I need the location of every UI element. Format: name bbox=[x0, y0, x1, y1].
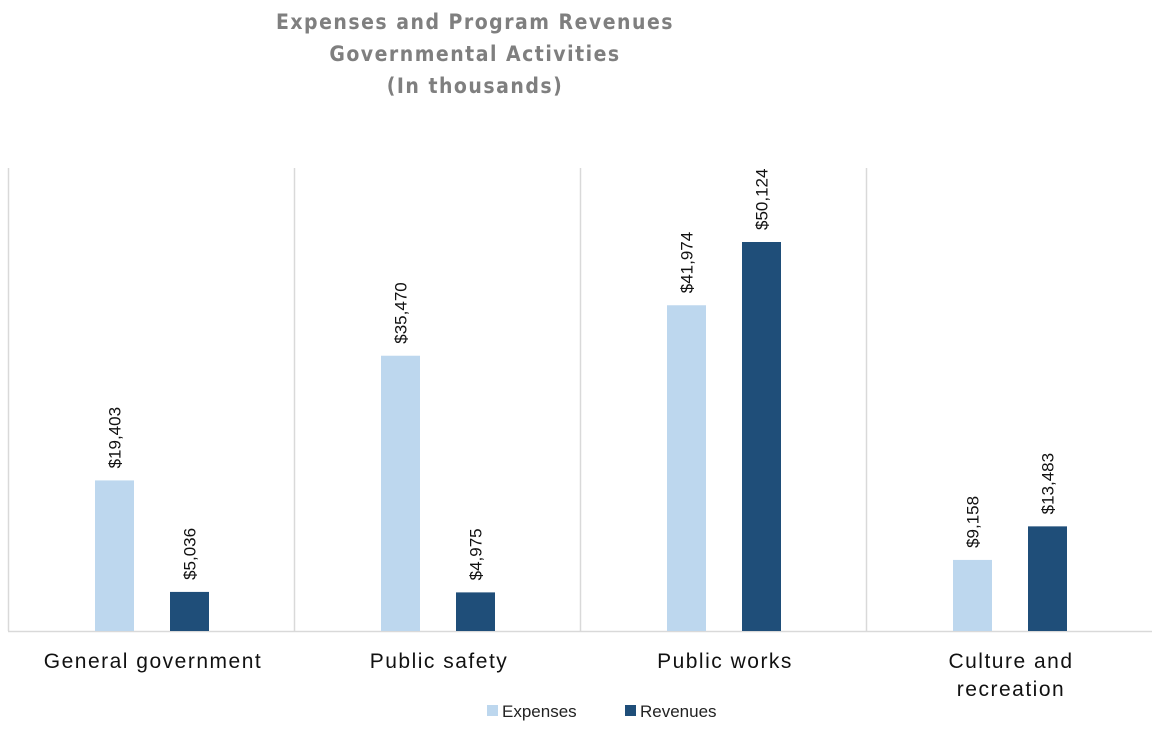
legend-swatch-revenues bbox=[625, 705, 636, 716]
data-label-expenses: $35,470 bbox=[392, 282, 411, 343]
category-label: Public works bbox=[657, 650, 793, 673]
legend-swatch-expenses bbox=[487, 705, 498, 716]
bar-expenses bbox=[953, 559, 992, 631]
category-label: General government bbox=[44, 650, 262, 673]
legend-label-revenues: Revenues bbox=[640, 702, 717, 721]
category-label: Public safety bbox=[370, 650, 509, 673]
bar-revenues bbox=[742, 242, 781, 631]
data-label-expenses: $19,403 bbox=[106, 407, 125, 468]
bar-revenues bbox=[1028, 526, 1067, 631]
data-label-revenues: $50,124 bbox=[753, 169, 772, 230]
chart-subtitle: Governmental Activities bbox=[329, 42, 621, 66]
category-label: recreation bbox=[957, 678, 1065, 701]
chart-title-block: Expenses and Program Revenues Government… bbox=[0, 6, 950, 102]
chart-title: Expenses and Program Revenues bbox=[275, 10, 675, 34]
bar-expenses bbox=[667, 305, 706, 631]
data-label-revenues: $5,036 bbox=[181, 528, 200, 580]
chart-unit-note: (In thousands) bbox=[386, 74, 564, 98]
bar-revenues bbox=[170, 591, 209, 631]
data-label-expenses: $9,158 bbox=[964, 496, 983, 548]
data-label-expenses: $41,974 bbox=[678, 232, 697, 293]
category-label: Culture and bbox=[948, 650, 1073, 673]
data-label-revenues: $13,483 bbox=[1039, 453, 1058, 514]
bar-expenses bbox=[95, 480, 134, 631]
bar-expenses bbox=[381, 355, 420, 631]
data-label-revenues: $4,975 bbox=[467, 528, 486, 580]
legend-label-expenses: Expenses bbox=[502, 702, 577, 721]
bar-revenues bbox=[456, 592, 495, 631]
